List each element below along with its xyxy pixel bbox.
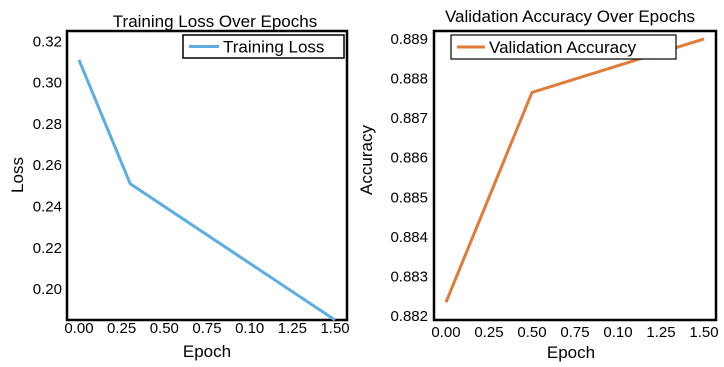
y-tick-label: 0.886 xyxy=(390,150,428,167)
x-tick-label: 0.00 xyxy=(64,320,93,337)
y-tick-label: 0.887 xyxy=(390,110,428,127)
legend-label: Training Loss xyxy=(223,38,324,57)
y-tick-label: 0.885 xyxy=(390,189,428,206)
x-tick-label: 0.25 xyxy=(107,320,136,337)
y-tick-label: 0.884 xyxy=(390,229,428,246)
legend: Validation Accuracy xyxy=(450,34,677,60)
y-tick-label: 0.889 xyxy=(390,31,428,48)
x-tick-label: 0.10 xyxy=(235,320,264,337)
y-tick-label: 0.24 xyxy=(33,198,62,215)
y-tick-label: 0.28 xyxy=(33,116,62,133)
training-loss-chart: Training Loss Over Epochs 0.00 0.25 0.50 0.… xyxy=(8,12,350,361)
chart-title: Training Loss Over Epochs xyxy=(113,12,317,31)
y-axis-label: Loss xyxy=(8,157,27,193)
y-tick-label: 0.22 xyxy=(33,240,62,257)
x-tick-label: 1.50 xyxy=(320,320,349,337)
tick-layer: 0.00 0.25 0.50 0.75 0.10 1.25 1.50 0.889 0.888 0.… xyxy=(390,31,718,341)
legend: Training Loss xyxy=(182,34,345,59)
plot-frame xyxy=(65,29,349,322)
y-tick-label: 0.888 xyxy=(390,71,428,88)
x-tick-label: 0.75 xyxy=(192,320,221,337)
legend-box xyxy=(182,34,345,59)
y-tick-label: 0.882 xyxy=(390,308,428,325)
y-tick-label: 0.26 xyxy=(33,157,62,174)
x-tick-label: 0.50 xyxy=(517,324,546,341)
x-tick-label: 0.50 xyxy=(150,320,179,337)
training-loss-line xyxy=(77,59,336,322)
x-tick-label: 1.50 xyxy=(689,324,718,341)
x-axis-label: Epoch xyxy=(547,343,595,362)
chart-title: Validation Accuracy Over Epochs xyxy=(445,7,695,26)
validation-accuracy-line xyxy=(444,37,705,303)
tick-layer: 0.00 0.25 0.50 0.75 0.10 1.25 1.50 0.32 0.30 0.28… xyxy=(33,33,350,337)
y-axis-label: Accuracy xyxy=(357,125,376,195)
x-axis-label: Epoch xyxy=(183,342,231,361)
x-tick-label: 1.25 xyxy=(278,320,307,337)
x-tick-label: 0.10 xyxy=(603,324,632,341)
y-tick-label: 0.883 xyxy=(390,268,428,285)
x-tick-label: 0.75 xyxy=(560,324,589,341)
validation-accuracy-chart: Validation Accuracy Over Epochs 0.00 0.25… xyxy=(357,7,719,362)
y-tick-label: 0.30 xyxy=(33,75,62,92)
y-tick-label: 0.20 xyxy=(33,281,62,298)
x-tick-label: 1.25 xyxy=(646,324,675,341)
plot-frame xyxy=(432,29,718,322)
legend-box xyxy=(450,34,677,60)
x-tick-label: 0.00 xyxy=(431,324,460,341)
y-tick-label: 0.32 xyxy=(33,33,62,50)
legend-label: Validation Accuracy xyxy=(489,38,637,57)
x-tick-label: 0.25 xyxy=(474,324,503,341)
